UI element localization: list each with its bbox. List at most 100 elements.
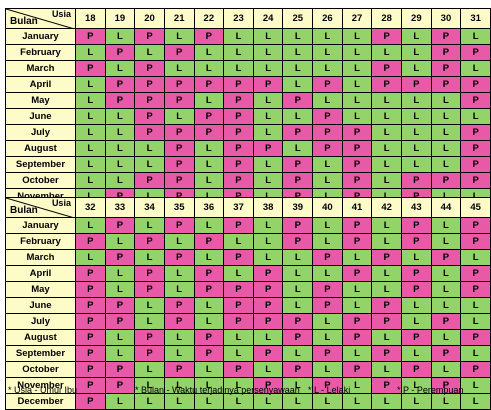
gender-cell: L: [134, 297, 165, 314]
month-label: December: [5, 393, 76, 410]
gender-cell: L: [371, 265, 402, 282]
gender-cell: L: [104, 393, 136, 410]
gender-cell: L: [460, 297, 491, 314]
gender-cell: P: [163, 172, 195, 189]
gender-cell: P: [282, 92, 314, 109]
gender-table-ages-32-45: Usia Bulan 32 33 34 35 36 37 38 39 40 41 42 43 44 45 Jan…: [5, 197, 491, 410]
gender-cell: L: [371, 92, 402, 109]
gender-cell: L: [74, 76, 106, 93]
month-label: April: [5, 265, 76, 282]
gender-cell: P: [371, 76, 402, 93]
gender-cell: L: [282, 76, 314, 93]
gender-cell: L: [223, 345, 254, 362]
gender-cell: P: [223, 92, 254, 109]
gender-cell: P: [223, 217, 254, 234]
gender-cell: P: [341, 329, 373, 346]
gender-cell: L: [430, 329, 462, 346]
gender-cell: P: [341, 313, 373, 330]
gender-cell: L: [134, 313, 165, 330]
gender-cell: L: [371, 44, 402, 61]
gender-cell: P: [460, 329, 491, 346]
month-label: July: [5, 313, 76, 330]
gender-cell: P: [223, 76, 254, 93]
gender-cell: P: [460, 265, 491, 282]
age-header: 43: [401, 197, 432, 218]
gender-cell: P: [104, 76, 136, 93]
gender-cell: P: [252, 377, 284, 394]
month-label: February: [5, 233, 76, 250]
gender-cell: L: [401, 124, 432, 141]
gender-cell: L: [341, 281, 373, 298]
gender-cell: P: [193, 28, 225, 45]
gender-cell: P: [104, 377, 136, 394]
age-header: 31: [460, 8, 491, 29]
gender-cell: P: [430, 28, 462, 45]
gender-cell: L: [252, 28, 284, 45]
gender-cell: P: [282, 233, 314, 250]
gender-cell: L: [193, 60, 225, 77]
gender-cell: P: [193, 329, 225, 346]
gender-cell: P: [163, 76, 195, 93]
gender-cell: P: [134, 345, 165, 362]
gender-cell: L: [341, 393, 373, 410]
gender-cell: P: [282, 217, 314, 234]
gender-cell: P: [193, 233, 225, 250]
gender-cell: L: [134, 361, 165, 378]
gender-cell: P: [163, 217, 195, 234]
gender-cell: P: [252, 265, 284, 282]
gender-cell: L: [430, 156, 462, 173]
gender-cell: P: [341, 233, 373, 250]
gender-cell: L: [312, 361, 343, 378]
gender-cell: P: [312, 297, 343, 314]
gender-cell: P: [430, 313, 462, 330]
gender-cell: L: [163, 265, 195, 282]
corner-header: Usia Bulan: [5, 8, 76, 29]
gender-cell: L: [371, 108, 402, 125]
month-label: September: [5, 345, 76, 362]
diagonal-divider: [6, 9, 72, 28]
gender-cell: L: [104, 28, 136, 45]
age-header: 23: [223, 8, 254, 29]
gender-cell: P: [341, 124, 373, 141]
gender-cell: L: [252, 217, 284, 234]
gender-cell: P: [223, 108, 254, 125]
gender-cell: P: [371, 313, 402, 330]
gender-cell: P: [312, 140, 343, 157]
gender-cell: P: [430, 345, 462, 362]
gender-cell: P: [134, 108, 165, 125]
gender-cell: L: [163, 329, 195, 346]
gender-cell: P: [223, 281, 254, 298]
gender-cell: P: [460, 124, 491, 141]
gender-cell: P: [371, 297, 402, 314]
gender-cell: P: [460, 140, 491, 157]
gender-cell: P: [312, 76, 343, 93]
gender-cell: L: [430, 281, 462, 298]
gender-cell: L: [104, 329, 136, 346]
table-row: May P L P L P P P L P L L P L P: [5, 281, 491, 298]
gender-cell: L: [460, 28, 491, 45]
month-label: May: [5, 281, 76, 298]
gender-cell: L: [104, 124, 136, 141]
gender-cell: L: [193, 172, 225, 189]
gender-cell: L: [341, 377, 373, 394]
gender-cell: L: [163, 28, 195, 45]
gender-cell: L: [252, 172, 284, 189]
gender-cell: L: [163, 281, 195, 298]
gender-cell: P: [104, 313, 136, 330]
age-header: 45: [460, 197, 491, 218]
gender-cell: P: [134, 329, 165, 346]
age-header: 30: [430, 8, 462, 29]
month-label: April: [5, 76, 76, 93]
gender-cell: L: [134, 393, 165, 410]
gender-cell: P: [401, 281, 432, 298]
gender-cell: L: [134, 249, 165, 266]
gender-cell: L: [282, 377, 314, 394]
gender-cell: L: [282, 28, 314, 45]
gender-cell: P: [282, 329, 314, 346]
table-row: January L P L P L P L P L P L P L P: [5, 217, 491, 234]
gender-cell: P: [223, 297, 254, 314]
gender-cell: L: [312, 329, 343, 346]
gender-cell: L: [371, 172, 402, 189]
gender-cell: L: [282, 297, 314, 314]
table-row: September P L P L P L P L P L P L P L: [5, 345, 491, 362]
